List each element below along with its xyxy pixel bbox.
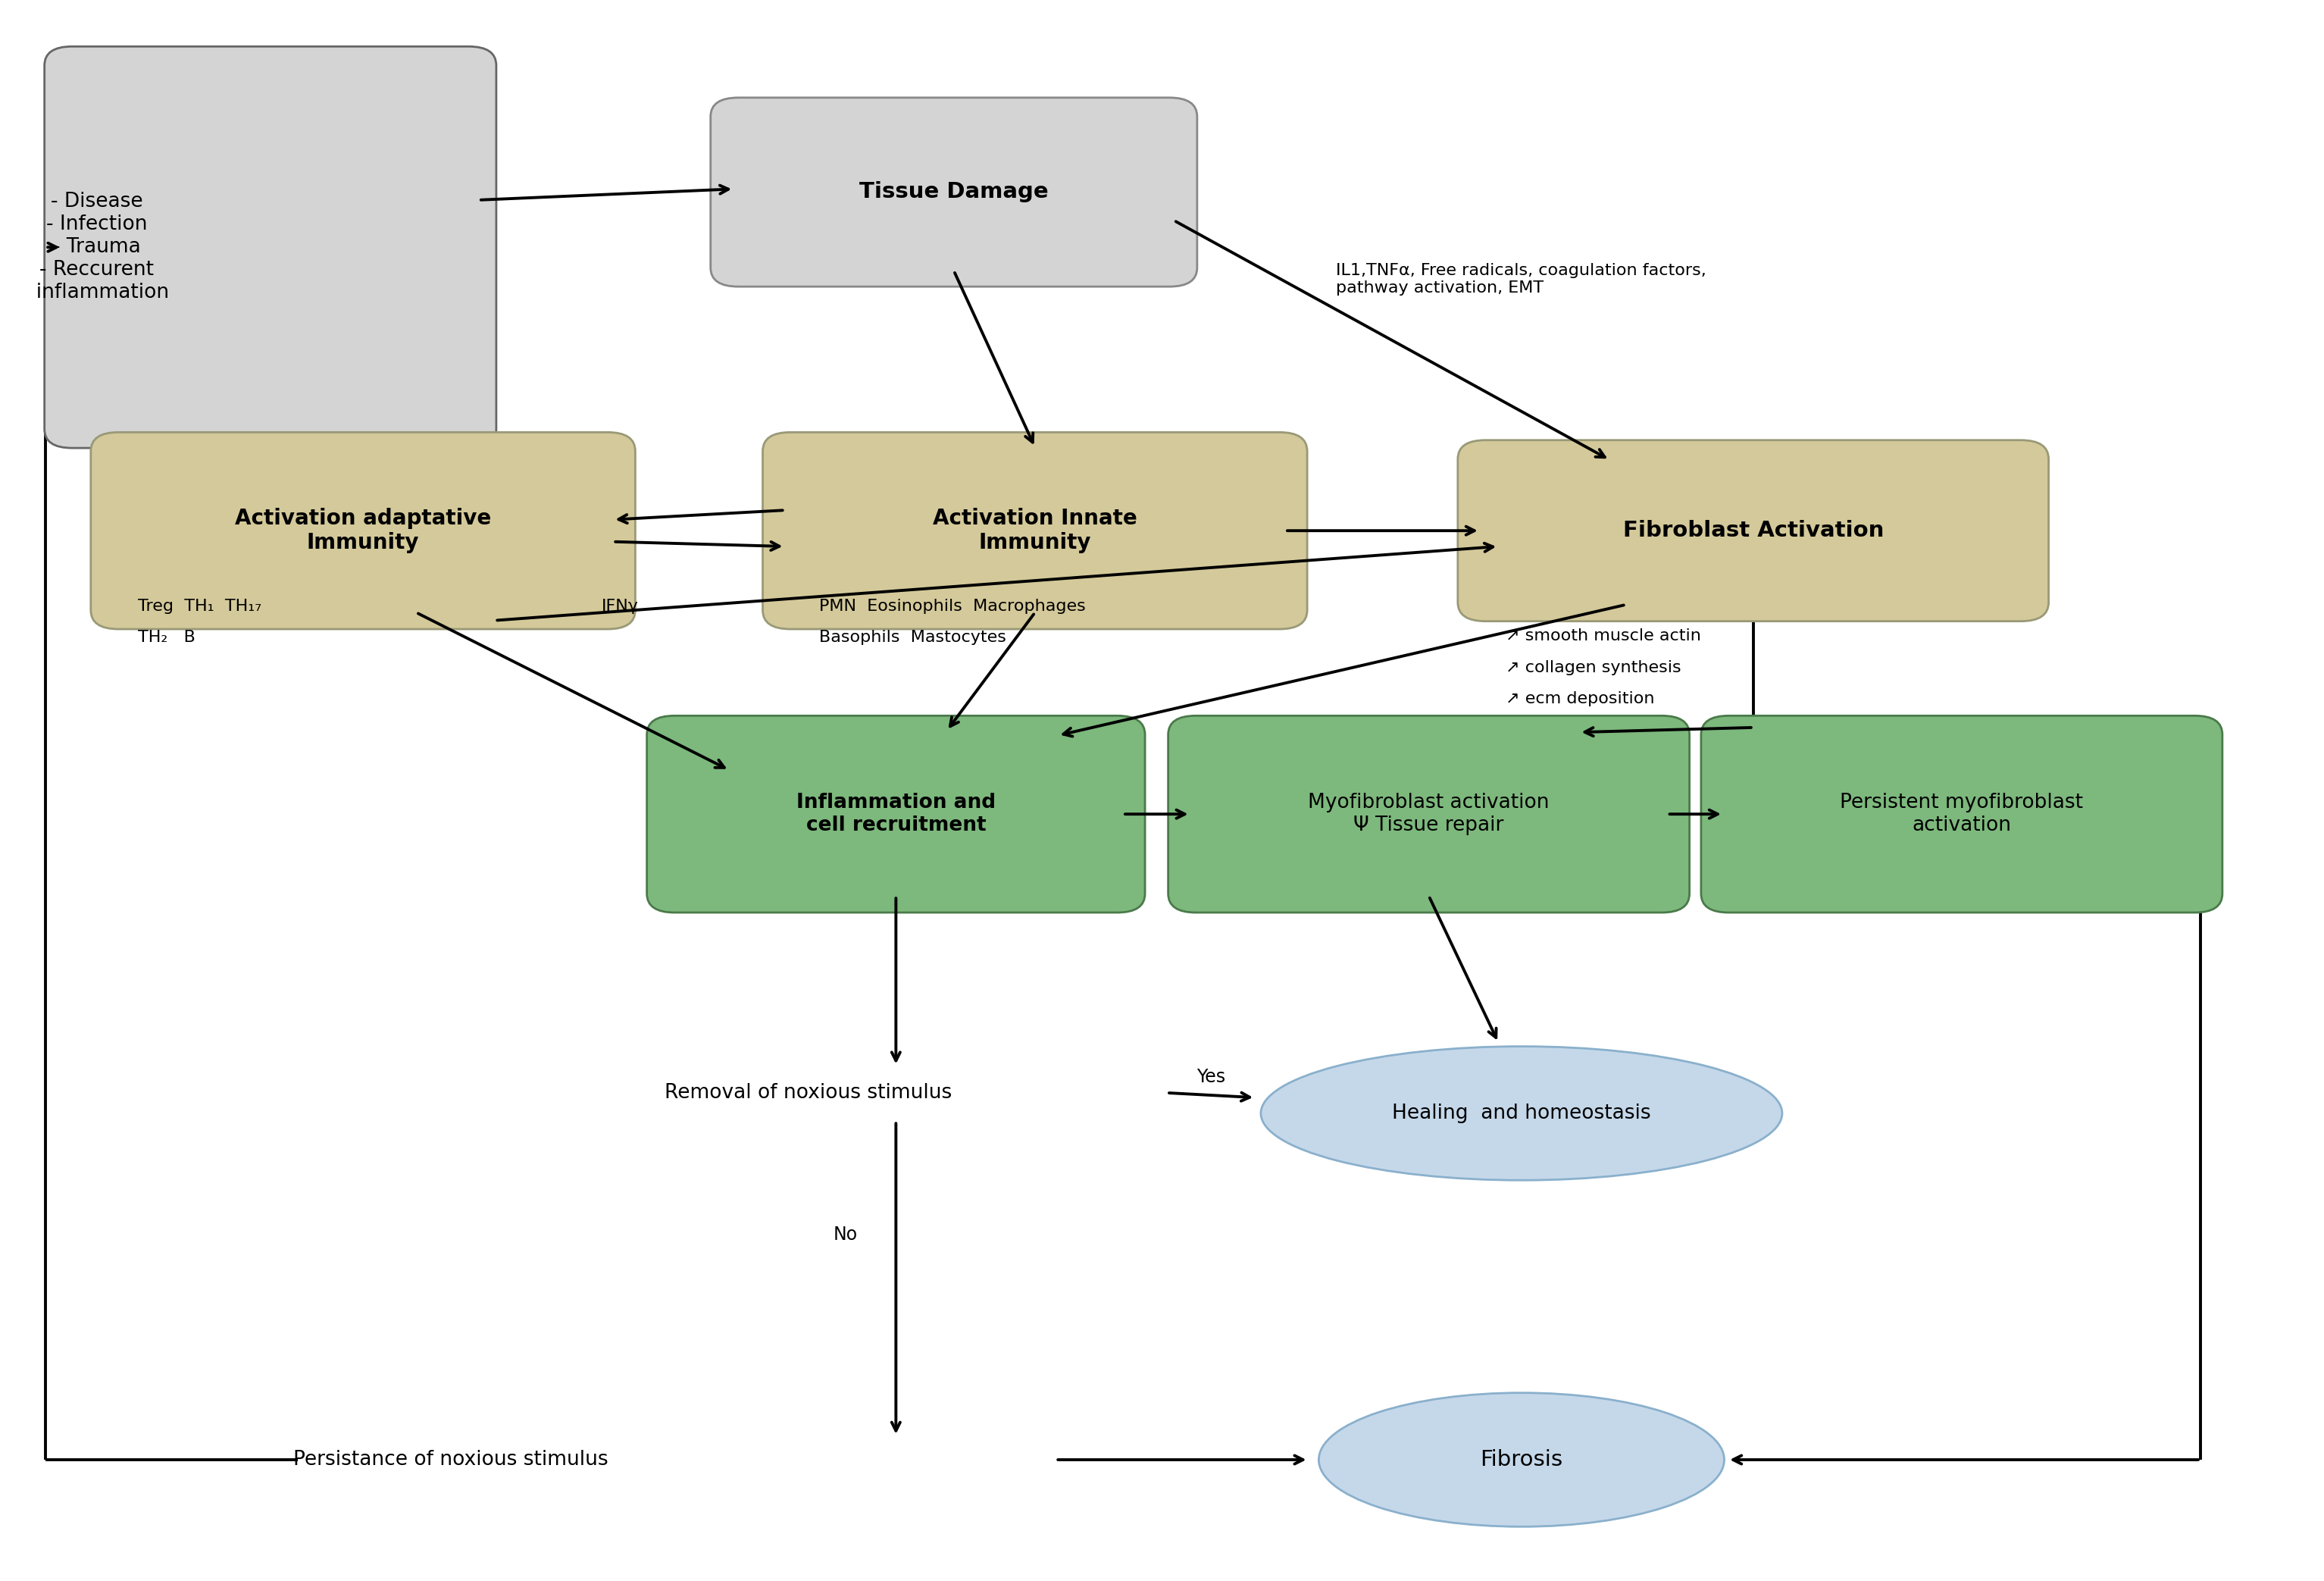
Text: Treg  TH₁  TH₁₇: Treg TH₁ TH₁₇ [139, 599, 263, 613]
Text: IFNγ: IFNγ [602, 599, 639, 613]
FancyBboxPatch shape [1457, 440, 2047, 621]
Text: Myofibroblast activation
Ψ Tissue repair: Myofibroblast activation Ψ Tissue repair [1308, 794, 1550, 835]
FancyBboxPatch shape [711, 98, 1197, 286]
FancyBboxPatch shape [1701, 716, 2222, 912]
FancyBboxPatch shape [646, 716, 1146, 912]
Text: Tissue Damage: Tissue Damage [860, 182, 1048, 202]
Text: Yes: Yes [1197, 1069, 1225, 1086]
Text: Fibrosis: Fibrosis [1480, 1450, 1562, 1470]
Ellipse shape [1262, 1047, 1783, 1181]
Text: ↗ ecm deposition: ↗ ecm deposition [1506, 691, 1655, 707]
FancyBboxPatch shape [44, 46, 497, 447]
Text: Removal of noxious stimulus: Removal of noxious stimulus [665, 1083, 951, 1102]
FancyBboxPatch shape [1169, 716, 1690, 912]
Text: TH₂   B: TH₂ B [139, 631, 195, 645]
Text: Persistance of noxious stimulus: Persistance of noxious stimulus [293, 1450, 609, 1470]
Ellipse shape [1318, 1393, 1724, 1527]
Text: - Disease
- Infection
- Trauma
- Reccurent
  inflammation: - Disease - Infection - Trauma - Reccure… [23, 191, 170, 302]
FancyBboxPatch shape [762, 432, 1306, 629]
Text: Inflammation and
cell recruitment: Inflammation and cell recruitment [797, 794, 995, 835]
Text: Healing  and homeostasis: Healing and homeostasis [1392, 1104, 1650, 1123]
Text: IL1,TNFα, Free radicals, coagulation factors,
pathway activation, EMT: IL1,TNFα, Free radicals, coagulation fac… [1336, 262, 1706, 296]
Text: No: No [834, 1225, 858, 1244]
Text: Activation Innate
Immunity: Activation Innate Immunity [932, 508, 1136, 553]
Text: Persistent myofibroblast
activation: Persistent myofibroblast activation [1841, 794, 2082, 835]
Text: Basophils  Mastocytes: Basophils Mastocytes [820, 631, 1006, 645]
Text: Activation adaptative
Immunity: Activation adaptative Immunity [235, 508, 490, 553]
Text: ↗ smooth muscle actin: ↗ smooth muscle actin [1506, 629, 1701, 643]
Text: ↗ collagen synthesis: ↗ collagen synthesis [1506, 661, 1680, 675]
Text: Fibroblast Activation: Fibroblast Activation [1622, 520, 1885, 541]
FancyBboxPatch shape [91, 432, 634, 629]
Text: PMN  Eosinophils  Macrophages: PMN Eosinophils Macrophages [820, 599, 1085, 613]
